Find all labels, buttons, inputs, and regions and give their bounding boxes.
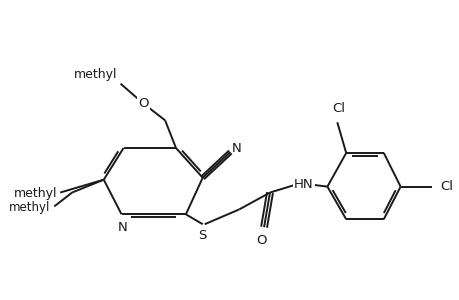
- Text: Cl: Cl: [439, 180, 452, 193]
- Text: methyl: methyl: [74, 68, 118, 81]
- Text: methyl: methyl: [14, 187, 57, 200]
- Text: methyl: methyl: [9, 201, 50, 214]
- Text: Cl: Cl: [331, 102, 344, 116]
- Text: HN: HN: [293, 178, 313, 191]
- Text: O: O: [138, 97, 148, 110]
- Text: O: O: [255, 234, 266, 247]
- Text: N: N: [118, 221, 127, 234]
- Text: N: N: [231, 142, 241, 154]
- Text: S: S: [198, 229, 207, 242]
